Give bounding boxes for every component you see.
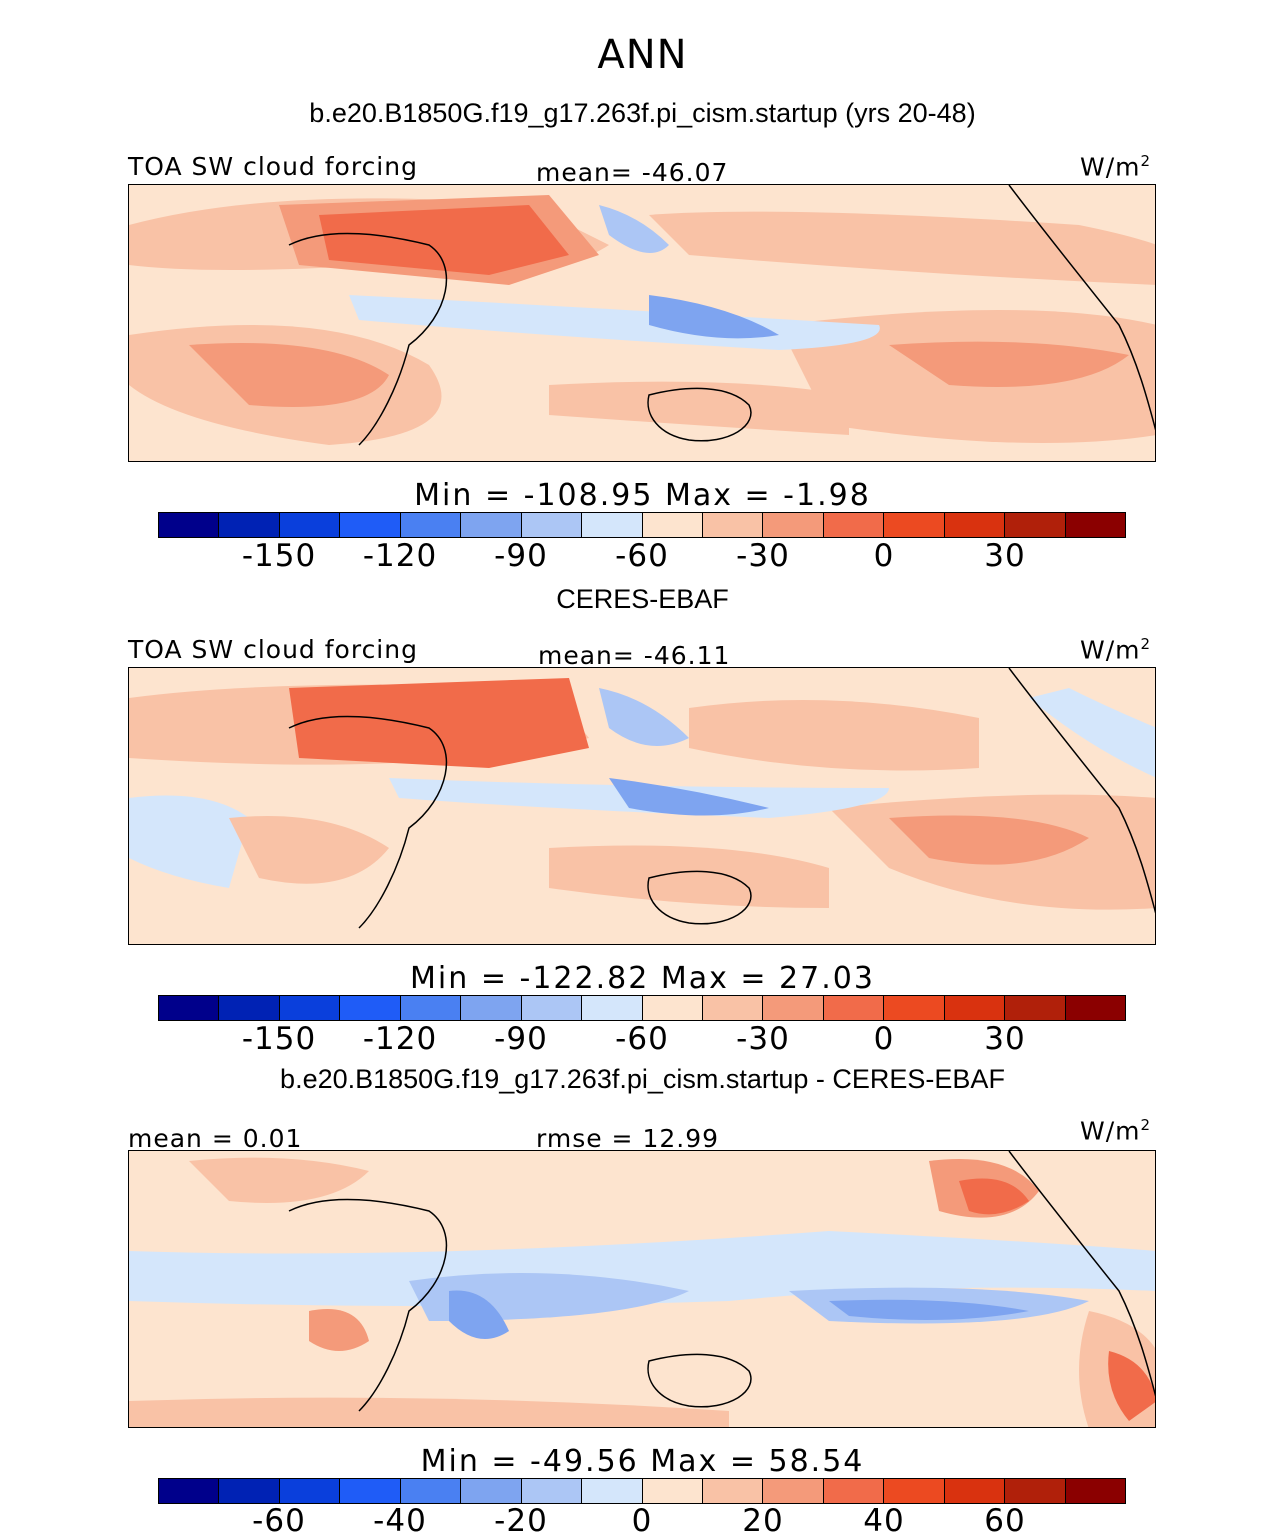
panel-3-map — [128, 1150, 1156, 1428]
colorbar-swatch — [944, 1479, 1006, 1503]
colorbar-swatch — [279, 996, 341, 1020]
panel-2-stats: Min = -122.82 Max = 27.03 — [410, 961, 875, 996]
colorbar-swatch — [642, 996, 703, 1020]
colorbar-swatch — [884, 1479, 945, 1503]
colorbar-swatch — [702, 513, 764, 537]
panel-1-units-label: W/m2 — [1080, 152, 1152, 182]
colorbar-tick: -120 — [362, 1021, 438, 1057]
colorbar-swatch — [702, 1479, 764, 1503]
colorbar-tick: -150 — [241, 538, 317, 574]
colorbar-swatch — [884, 996, 945, 1020]
colorbar-swatch — [521, 1479, 583, 1503]
colorbar-tick: 40 — [863, 1503, 905, 1539]
colorbar-swatch — [1065, 1479, 1125, 1503]
colorbar-tick: 20 — [742, 1503, 784, 1539]
panel-3-subtitle: b.e20.B1850G.f19_g17.263f.pi_cism.startu… — [280, 1064, 1005, 1094]
panel-1-stats: Min = -108.95 Max = -1.98 — [414, 478, 871, 513]
colorbar-swatch — [219, 513, 280, 537]
colorbar-tick: -60 — [615, 1021, 669, 1057]
colorbar-swatch — [219, 1479, 280, 1503]
colorbar-swatch — [582, 1479, 643, 1503]
panel-1-map — [128, 184, 1156, 462]
colorbar-tick: -90 — [494, 538, 548, 574]
colorbar-swatch — [219, 996, 280, 1020]
panel-3-units-label: W/m2 — [1080, 1116, 1152, 1146]
panel-1-colorbar — [158, 512, 1126, 538]
colorbar-swatch — [823, 1479, 885, 1503]
panel-2-map — [128, 667, 1156, 945]
colorbar-swatch — [763, 996, 824, 1020]
colorbar-swatch — [340, 1479, 401, 1503]
page-title: ANN — [597, 32, 688, 78]
colorbar-swatch — [1005, 1479, 1066, 1503]
colorbar-swatch — [642, 1479, 703, 1503]
colorbar-swatch — [582, 996, 643, 1020]
colorbar-swatch — [461, 513, 522, 537]
colorbar-tick: 0 — [873, 538, 895, 574]
colorbar-swatch — [944, 996, 1006, 1020]
panel-3-stats: Min = -49.56 Max = 58.54 — [420, 1444, 865, 1479]
colorbar-swatch — [582, 513, 643, 537]
colorbar-swatch — [279, 513, 341, 537]
panel-1-mean-label: mean= -46.07 — [536, 158, 729, 187]
panel-2-variable-label: TOA SW cloud forcing — [128, 635, 418, 664]
colorbar-swatch — [763, 513, 824, 537]
colorbar-swatch — [159, 996, 220, 1020]
colorbar-tick: 0 — [873, 1021, 895, 1057]
colorbar-tick: -30 — [736, 1021, 790, 1057]
panel-3-rmse-label: rmse = 12.99 — [536, 1124, 720, 1153]
colorbar-swatch — [1065, 996, 1125, 1020]
colorbar-swatch — [884, 513, 945, 537]
colorbar-tick: 60 — [984, 1503, 1026, 1539]
colorbar-swatch — [642, 513, 703, 537]
colorbar-tick: -20 — [494, 1503, 548, 1539]
panel-2-colorbar — [158, 995, 1126, 1021]
colorbar-swatch — [400, 513, 462, 537]
colorbar-swatch — [944, 513, 1006, 537]
colorbar-swatch — [521, 996, 583, 1020]
colorbar-swatch — [823, 513, 885, 537]
panel-3-colorbar — [158, 1478, 1126, 1504]
colorbar-swatch — [279, 1479, 341, 1503]
colorbar-tick: -60 — [252, 1503, 306, 1539]
colorbar-tick: 30 — [984, 1021, 1026, 1057]
colorbar-tick: -150 — [241, 1021, 317, 1057]
colorbar-tick: -60 — [615, 538, 669, 574]
colorbar-tick: -90 — [494, 1021, 548, 1057]
colorbar-tick: -40 — [373, 1503, 427, 1539]
colorbar-swatch — [1065, 513, 1125, 537]
colorbar-swatch — [340, 513, 401, 537]
colorbar-tick: 0 — [631, 1503, 653, 1539]
colorbar-swatch — [702, 996, 764, 1020]
colorbar-swatch — [521, 513, 583, 537]
panel-2-subtitle: CERES-EBAF — [556, 584, 729, 614]
colorbar-swatch — [823, 996, 885, 1020]
colorbar-swatch — [400, 1479, 462, 1503]
colorbar-swatch — [159, 513, 220, 537]
panel-1-variable-label: TOA SW cloud forcing — [128, 152, 418, 181]
colorbar-swatch — [1005, 996, 1066, 1020]
colorbar-swatch — [461, 996, 522, 1020]
panel-1-subtitle: b.e20.B1850G.f19_g17.263f.pi_cism.startu… — [309, 98, 976, 128]
colorbar-swatch — [340, 996, 401, 1020]
colorbar-tick: 30 — [984, 538, 1026, 574]
panel-3-mean-label: mean = 0.01 — [128, 1124, 303, 1153]
panel-2-units-label: W/m2 — [1080, 635, 1152, 665]
colorbar-swatch — [461, 1479, 522, 1503]
colorbar-tick: -30 — [736, 538, 790, 574]
colorbar-swatch — [1005, 513, 1066, 537]
colorbar-swatch — [400, 996, 462, 1020]
colorbar-tick: -120 — [362, 538, 438, 574]
colorbar-swatch — [159, 1479, 220, 1503]
colorbar-swatch — [763, 1479, 824, 1503]
panel-2-mean-label: mean= -46.11 — [538, 641, 731, 670]
